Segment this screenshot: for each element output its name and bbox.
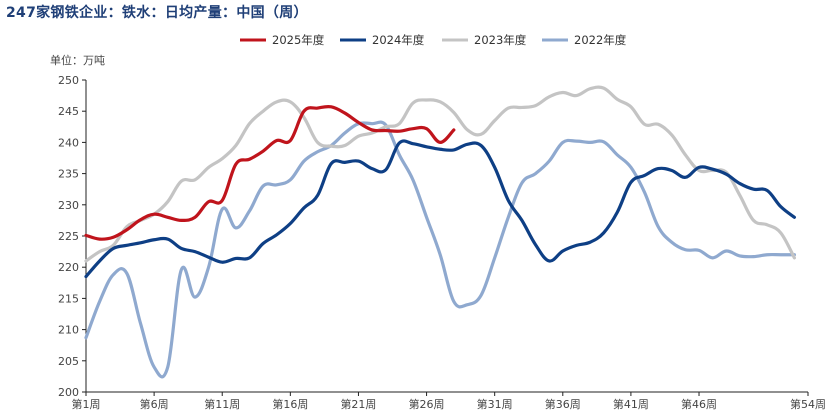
legend-label: 2022年度 [574, 33, 627, 47]
y-tick-label: 250 [58, 74, 79, 87]
y-tick-label: 240 [58, 136, 79, 149]
x-tick-label: 第36周 [545, 397, 581, 411]
legend-item: 2024年度 [340, 33, 425, 47]
x-tick-label: 第6周 [140, 397, 169, 411]
x-tick-label: 第31周 [477, 397, 513, 411]
y-tick-label: 220 [58, 261, 79, 274]
x-tick-label: 第26周 [409, 397, 445, 411]
y-tick-label: 245 [58, 105, 79, 118]
legend-item: 2025年度 [240, 33, 325, 47]
x-tick-label: 第21周 [340, 397, 376, 411]
legend-label: 2025年度 [272, 33, 325, 47]
legend-label: 2024年度 [372, 33, 425, 47]
y-tick-label: 215 [58, 292, 79, 305]
axes: 250 245 240 235 230 225 220 215 210 205 200 单位：万吨第1… [50, 53, 826, 411]
series-line-2024年度 [84, 139, 796, 279]
series-line-2023年度 [84, 85, 796, 263]
legend-item: 2022年度 [542, 33, 627, 47]
x-tick-label: 第11周 [204, 397, 240, 411]
legend-label: 2023年度 [474, 33, 527, 47]
x-tick-label: 第16周 [272, 397, 308, 411]
series-line-2025年度 [84, 104, 456, 241]
y-tick-label: 200 [58, 386, 79, 399]
x-tick-label: 第46周 [681, 397, 717, 411]
chart-title: 247家钢铁企业：铁水：日均产量：中国（周） [6, 5, 308, 21]
y-tick-label: 205 [58, 355, 79, 368]
legend-item: 2023年度 [442, 33, 527, 47]
y-tick-label: 210 [58, 324, 79, 337]
legend: 2025年度 2024年度 2023年度 2022年度 [240, 33, 627, 47]
y-tick-label: 225 [58, 230, 79, 243]
y-tick-label: 230 [58, 199, 79, 212]
series-line-2022年度 [84, 120, 796, 379]
x-tick-label: 第1周 [72, 397, 101, 411]
series-layer [84, 85, 796, 379]
x-tick-label: 第54周 [790, 397, 826, 411]
y-tick-label: 235 [58, 168, 79, 181]
x-tick-label: 第41周 [613, 397, 649, 411]
unit-label: 单位：万吨 [50, 53, 105, 67]
